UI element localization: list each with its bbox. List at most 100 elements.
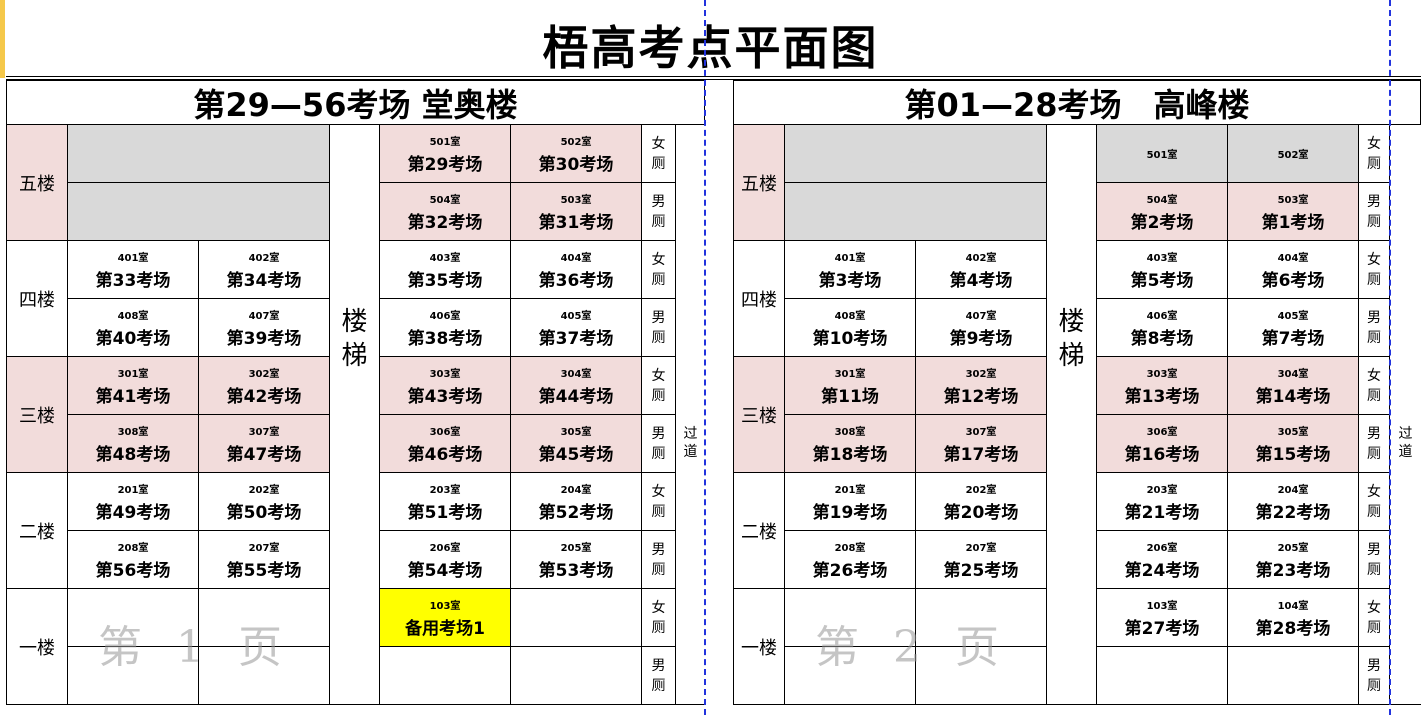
exam-room-cell[interactable]: 504室 第32考场 xyxy=(380,183,511,241)
room-number: 204室 xyxy=(560,484,592,496)
male-restroom: 男厕 xyxy=(1359,647,1390,705)
exam-room-cell[interactable]: 103室 备用考场1 xyxy=(380,589,511,647)
exam-room-cell[interactable]: 302室 第12考场 xyxy=(916,357,1047,415)
exam-room-cell[interactable]: 304室 第14考场 xyxy=(1228,357,1359,415)
exam-room-cell[interactable] xyxy=(916,589,1047,647)
exam-room-cell[interactable]: 501室 第29考场 xyxy=(380,125,511,183)
exam-room-cell[interactable]: 303室 第43考场 xyxy=(380,357,511,415)
exam-room-cell[interactable]: 502室 第30考场 xyxy=(511,125,642,183)
exam-name: 第24考场 xyxy=(1124,560,1200,581)
exam-room-cell[interactable]: 301室 第41考场 xyxy=(68,357,199,415)
room-number: 208室 xyxy=(117,542,149,554)
exam-room-cell[interactable]: 403室 第35考场 xyxy=(380,241,511,299)
female-restroom: 女厕 xyxy=(1359,357,1390,415)
room-number: 202室 xyxy=(965,484,997,496)
exam-room-cell[interactable]: 402室 第4考场 xyxy=(916,241,1047,299)
exam-room-cell[interactable] xyxy=(1228,647,1359,705)
exam-name: 第19考场 xyxy=(812,502,888,523)
exam-room-cell[interactable]: 205室 第23考场 xyxy=(1228,531,1359,589)
exam-room-cell[interactable]: 503室 第1考场 xyxy=(1228,183,1359,241)
page-break-line xyxy=(704,0,706,715)
exam-room-cell[interactable]: 408室 第40考场 xyxy=(68,299,199,357)
exam-name: 第11场 xyxy=(821,386,879,407)
exam-room-cell[interactable]: 204室 第52考场 xyxy=(511,473,642,531)
exam-room-cell[interactable]: 307室 第47考场 xyxy=(199,415,330,473)
room-number: 405室 xyxy=(1277,310,1309,322)
exam-room-cell[interactable]: 504室 第2考场 xyxy=(1097,183,1228,241)
exam-room-cell[interactable]: 407室 第9考场 xyxy=(916,299,1047,357)
exam-room-cell[interactable] xyxy=(199,589,330,647)
exam-room-cell[interactable] xyxy=(511,589,642,647)
exam-room-cell[interactable] xyxy=(511,647,642,705)
restroom-label: 女厕 xyxy=(651,251,666,288)
exam-room-cell[interactable]: 303室 第13考场 xyxy=(1097,357,1228,415)
room-number: 408室 xyxy=(117,310,149,322)
male-restroom: 男厕 xyxy=(1359,415,1390,473)
exam-room-cell[interactable]: 302室 第42考场 xyxy=(199,357,330,415)
exam-room-cell[interactable]: 408室 第10考场 xyxy=(785,299,916,357)
exam-room-cell[interactable]: 402室 第34考场 xyxy=(199,241,330,299)
restroom-label: 男厕 xyxy=(651,541,666,578)
exam-room-cell[interactable]: 301室 第11场 xyxy=(785,357,916,415)
room-number: 406室 xyxy=(429,310,461,322)
exam-room-cell[interactable]: 305室 第15考场 xyxy=(1228,415,1359,473)
exam-room-cell[interactable]: 403室 第5考场 xyxy=(1097,241,1228,299)
exam-room-cell[interactable]: 401室 第33考场 xyxy=(68,241,199,299)
exam-room-cell[interactable]: 204室 第22考场 xyxy=(1228,473,1359,531)
exam-room-cell[interactable]: 206室 第24考场 xyxy=(1097,531,1228,589)
exam-room-cell[interactable]: 305室 第45考场 xyxy=(511,415,642,473)
floor-label: 四楼 xyxy=(733,241,785,357)
exam-room-cell[interactable]: 208室 第26考场 xyxy=(785,531,916,589)
exam-room-cell[interactable]: 406室 第8考场 xyxy=(1097,299,1228,357)
exam-room-cell[interactable]: 207室 第25考场 xyxy=(916,531,1047,589)
exam-room-cell[interactable]: 201室 第49考场 xyxy=(68,473,199,531)
male-restroom: 男厕 xyxy=(642,415,676,473)
exam-room-cell[interactable]: 203室 第21考场 xyxy=(1097,473,1228,531)
exam-room-cell[interactable]: 407室 第39考场 xyxy=(199,299,330,357)
female-restroom: 女厕 xyxy=(1359,473,1390,531)
exam-room-cell[interactable]: 202室 第50考场 xyxy=(199,473,330,531)
exam-room-cell[interactable] xyxy=(68,589,199,647)
exam-room-cell[interactable]: 208室 第56考场 xyxy=(68,531,199,589)
exam-room-cell[interactable] xyxy=(380,647,511,705)
exam-room-cell[interactable] xyxy=(785,589,916,647)
exam-room-cell[interactable]: 308室 第18考场 xyxy=(785,415,916,473)
exam-room-cell[interactable]: 502室 xyxy=(1228,125,1359,183)
exam-room-cell[interactable]: 404室 第6考场 xyxy=(1228,241,1359,299)
exam-room-cell[interactable] xyxy=(199,647,330,705)
stairs-cell: 楼梯 xyxy=(330,125,380,705)
exam-room-cell[interactable] xyxy=(1097,647,1228,705)
exam-name: 第3考场 xyxy=(818,270,882,291)
exam-room-cell[interactable]: 401室 第3考场 xyxy=(785,241,916,299)
exam-room-cell[interactable]: 404室 第36考场 xyxy=(511,241,642,299)
exam-room-cell[interactable]: 308室 第48考场 xyxy=(68,415,199,473)
room-number: 301室 xyxy=(117,368,149,380)
exam-room-cell[interactable]: 501室 xyxy=(1097,125,1228,183)
exam-room-cell[interactable]: 306室 第46考场 xyxy=(380,415,511,473)
room-number: 303室 xyxy=(1146,368,1178,380)
building-table-tangao: 第29—56考场 堂奥楼 楼梯 过道 五楼 501室 第29考场 502室 第30考场 女厕 50… xyxy=(6,80,705,705)
exam-room-cell[interactable] xyxy=(68,647,199,705)
exam-room-cell[interactable]: 406室 第38考场 xyxy=(380,299,511,357)
exam-room-cell[interactable]: 304室 第44考场 xyxy=(511,357,642,415)
exam-room-cell[interactable]: 405室 第7考场 xyxy=(1228,299,1359,357)
exam-room-cell[interactable]: 104室 第28考场 xyxy=(1228,589,1359,647)
exam-room-cell[interactable] xyxy=(785,647,916,705)
exam-room-cell[interactable]: 202室 第20考场 xyxy=(916,473,1047,531)
exam-room-cell[interactable]: 206室 第54考场 xyxy=(380,531,511,589)
exam-room-cell[interactable] xyxy=(916,647,1047,705)
exam-room-cell[interactable]: 203室 第51考场 xyxy=(380,473,511,531)
exam-name: 第37考场 xyxy=(538,328,614,349)
exam-room-cell[interactable]: 201室 第19考场 xyxy=(785,473,916,531)
exam-room-cell[interactable]: 306室 第16考场 xyxy=(1097,415,1228,473)
exam-room-cell[interactable]: 103室 第27考场 xyxy=(1097,589,1228,647)
exam-name: 第10考场 xyxy=(812,328,888,349)
exam-room-cell[interactable]: 207室 第55考场 xyxy=(199,531,330,589)
exam-room-cell[interactable]: 503室 第31考场 xyxy=(511,183,642,241)
exam-room-cell[interactable]: 205室 第53考场 xyxy=(511,531,642,589)
exam-room-cell[interactable]: 405室 第37考场 xyxy=(511,299,642,357)
exam-name: 第48考场 xyxy=(95,444,171,465)
room-number: 403室 xyxy=(429,252,461,264)
exam-room-cell[interactable]: 307室 第17考场 xyxy=(916,415,1047,473)
exam-name: 第18考场 xyxy=(812,444,888,465)
